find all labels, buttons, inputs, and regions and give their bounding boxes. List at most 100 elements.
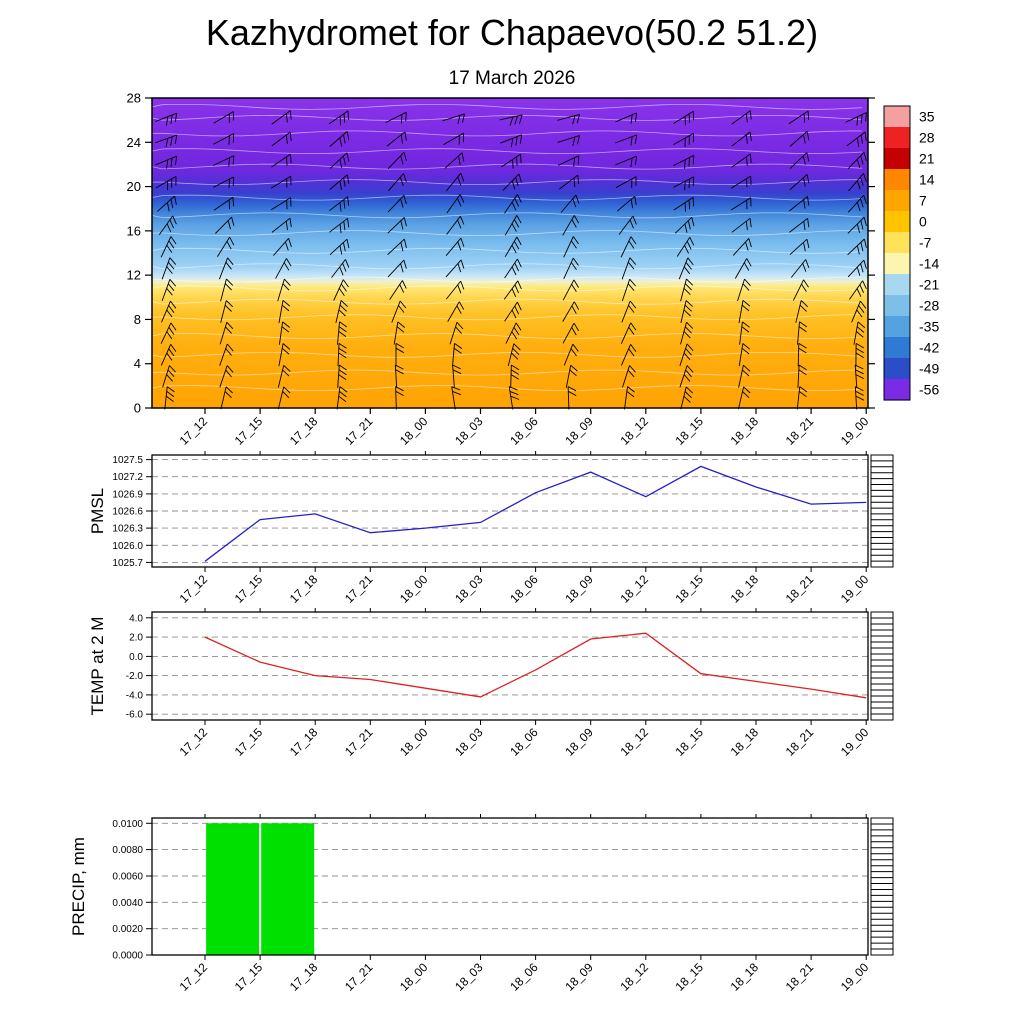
svg-text:-42: -42: [919, 340, 939, 356]
svg-text:0.0100: 0.0100: [112, 819, 143, 830]
svg-text:17_15: 17_15: [232, 960, 266, 994]
precip-panel: 0.0000 0.0020 0.0040 0.0060 0.0080 0.0100 17_1…: [69, 814, 894, 994]
page-subtitle: 17 March 2026: [448, 68, 576, 89]
svg-text:18_03: 18_03: [452, 725, 486, 759]
temp-ylabel: TEMP at 2 M: [88, 617, 107, 716]
svg-text:18_15: 18_15: [673, 725, 707, 759]
svg-text:-28: -28: [919, 298, 939, 314]
temperature-field: [152, 98, 868, 408]
svg-text:-2.0: -2.0: [126, 671, 144, 682]
svg-text:12: 12: [127, 268, 141, 283]
svg-text:18_06: 18_06: [507, 572, 541, 606]
svg-text:24: 24: [127, 135, 141, 150]
svg-text:18_21: 18_21: [783, 572, 817, 606]
svg-text:18_03: 18_03: [452, 414, 486, 448]
svg-text:17_18: 17_18: [287, 414, 321, 448]
svg-text:18_09: 18_09: [562, 960, 596, 994]
precip-frame: [151, 817, 869, 956]
svg-text:7: 7: [919, 193, 927, 209]
svg-text:18_15: 18_15: [673, 572, 707, 606]
svg-text:18_15: 18_15: [673, 414, 707, 448]
precip-ylabel: PRECIP, mm: [69, 837, 88, 936]
svg-text:18_09: 18_09: [562, 414, 596, 448]
svg-text:18_06: 18_06: [507, 414, 541, 448]
svg-text:0.0060: 0.0060: [112, 871, 143, 882]
svg-text:-35: -35: [919, 319, 939, 335]
svg-text:0: 0: [919, 214, 927, 230]
svg-text:17_18: 17_18: [287, 960, 321, 994]
svg-text:18_09: 18_09: [562, 725, 596, 759]
svg-text:-6.0: -6.0: [126, 710, 144, 721]
svg-text:8: 8: [134, 312, 141, 327]
svg-text:0.0020: 0.0020: [112, 924, 143, 935]
svg-text:20: 20: [127, 179, 141, 194]
svg-text:19_00: 19_00: [838, 572, 872, 606]
svg-text:17_12: 17_12: [177, 960, 211, 994]
svg-text:17_15: 17_15: [232, 572, 266, 606]
pmsl-gridlines: [152, 459, 868, 563]
pmsl-ylabel: PMSL: [88, 488, 107, 534]
precip-bars: [206, 823, 315, 955]
svg-text:18_12: 18_12: [617, 414, 651, 448]
svg-text:18_18: 18_18: [728, 960, 762, 994]
svg-text:17_12: 17_12: [177, 414, 211, 448]
pmsl-line: [204, 465, 867, 562]
wind-barbs: [155, 110, 867, 410]
precip-bar: [261, 823, 315, 955]
svg-text:0: 0: [134, 401, 141, 416]
svg-text:17_21: 17_21: [342, 725, 376, 759]
svg-text:18_21: 18_21: [783, 414, 817, 448]
svg-text:18_12: 18_12: [617, 960, 651, 994]
svg-text:1026.9: 1026.9: [112, 489, 143, 500]
svg-text:28: 28: [919, 130, 935, 146]
svg-text:18_00: 18_00: [397, 960, 431, 994]
svg-text:17_18: 17_18: [287, 725, 321, 759]
svg-text:-21: -21: [919, 277, 939, 293]
svg-text:18_15: 18_15: [673, 960, 707, 994]
colorbar: 35 28 21 14 7 0 -7 -14 -21 -28 -35 -42 -49 -56: [883, 105, 939, 401]
svg-text:2.0: 2.0: [129, 633, 143, 644]
precip-bar: [206, 823, 260, 955]
precip-gridlines: [152, 822, 868, 956]
svg-text:17_12: 17_12: [177, 725, 211, 759]
temp-right-ruler: [870, 611, 894, 721]
svg-text:1027.2: 1027.2: [112, 472, 143, 483]
svg-text:18_06: 18_06: [507, 725, 541, 759]
svg-text:18_12: 18_12: [617, 572, 651, 606]
svg-text:1026.3: 1026.3: [112, 524, 143, 535]
svg-text:18_18: 18_18: [728, 414, 762, 448]
pmsl-right-ruler: [870, 454, 894, 568]
svg-text:18_21: 18_21: [783, 960, 817, 994]
svg-text:18_12: 18_12: [617, 725, 651, 759]
precip-y-axis: 0.0000 0.0020 0.0040 0.0060 0.0080 0.0100: [112, 819, 152, 962]
svg-text:18_00: 18_00: [397, 414, 431, 448]
svg-text:0.0080: 0.0080: [112, 845, 143, 856]
svg-text:19_00: 19_00: [838, 960, 872, 994]
cross-section-panel: 0 4 8 12 16 20 24 28 17_12 17_15 17_18 17_21 18_00 18…: [127, 91, 940, 448]
temp-line: [204, 632, 867, 699]
svg-text:-49: -49: [919, 361, 939, 377]
svg-text:-14: -14: [919, 256, 939, 272]
svg-text:19_00: 19_00: [838, 414, 872, 448]
temp-panel: -6.0 -4.0 -2.0 0.0 2.0 4.0 17_12 17_15 17_18 17_2…: [88, 608, 894, 759]
svg-text:16: 16: [127, 223, 141, 238]
svg-text:17_15: 17_15: [232, 414, 266, 448]
svg-text:0.0000: 0.0000: [112, 951, 143, 962]
svg-text:0.0040: 0.0040: [112, 898, 143, 909]
svg-text:18_00: 18_00: [397, 572, 431, 606]
temp-y-axis: -6.0 -4.0 -2.0 0.0 2.0 4.0: [126, 613, 152, 721]
cross-section-x-axis: 17_12 17_15 17_18 17_21 18_00 18_03 18_06 18_09…: [177, 408, 872, 448]
svg-text:18_03: 18_03: [452, 960, 486, 994]
svg-text:18_21: 18_21: [783, 725, 817, 759]
svg-text:17_12: 17_12: [177, 572, 211, 606]
svg-text:-4.0: -4.0: [126, 690, 144, 701]
svg-text:17_21: 17_21: [342, 572, 376, 606]
svg-text:-56: -56: [919, 382, 939, 398]
svg-text:18_06: 18_06: [507, 960, 541, 994]
svg-text:1026.6: 1026.6: [112, 507, 143, 518]
svg-text:17_18: 17_18: [287, 572, 321, 606]
precip-right-ruler: [870, 817, 894, 956]
svg-text:19_00: 19_00: [838, 725, 872, 759]
svg-text:0.0: 0.0: [129, 652, 143, 663]
